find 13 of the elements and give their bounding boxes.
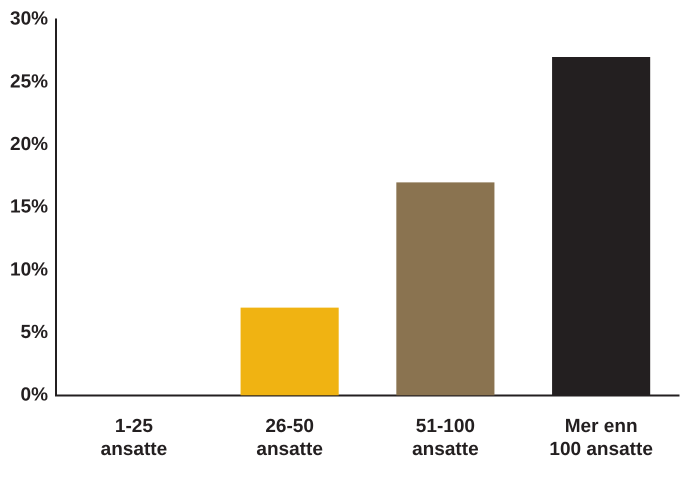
x-tick-label: 1-25 ansatte [100,416,168,460]
x-tick-label: Mer enn 100 ansatte [549,416,653,460]
bar [240,308,339,396]
y-tick-label: 20% [10,134,48,155]
y-tick-label: 15% [10,196,48,218]
y-tick-label: 0% [20,384,48,406]
x-tick-label: 26-50 ansatte [256,416,323,460]
y-tick-label: 5% [20,322,48,343]
y-tick-label: 30% [10,8,48,30]
y-tick-label: 25% [10,71,48,92]
y-tick-label: 10% [10,259,48,280]
x-tick-label: 51-100 ansatte [412,416,479,460]
bar [396,182,494,396]
